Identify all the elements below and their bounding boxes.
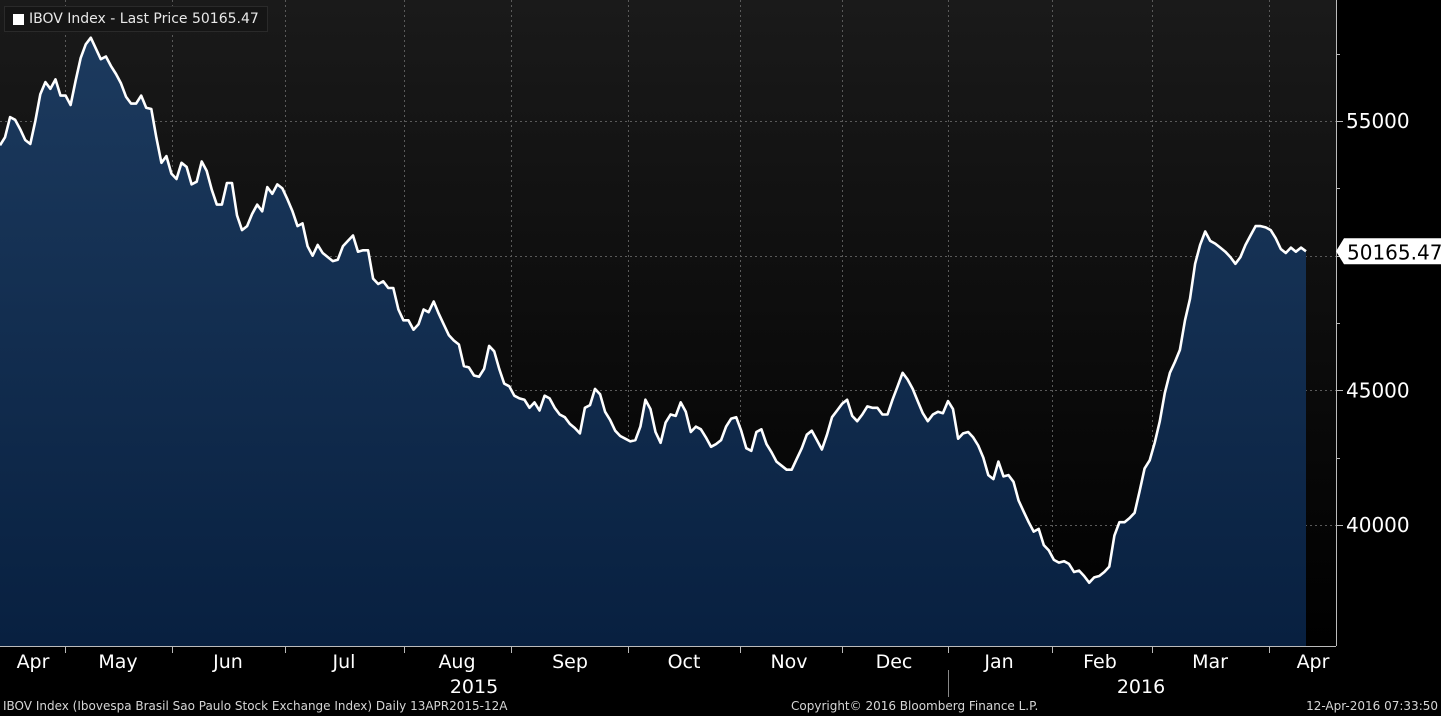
y-tick-label: 40000: [1346, 513, 1410, 537]
footer-copyright: Copyright© 2016 Bloomberg Finance L.P.: [791, 699, 1039, 713]
price-area: [0, 37, 1306, 646]
x-month-label: Mar: [1192, 651, 1228, 673]
last-value-tag: [1336, 238, 1441, 265]
x-month-label: Oct: [668, 651, 701, 673]
x-month-label: Jul: [332, 651, 356, 673]
x-year-label: 2015: [450, 676, 498, 698]
y-tick-label: 55000: [1346, 109, 1410, 133]
last-value-marker: 50165.47: [1336, 238, 1441, 265]
x-month-label: Apr: [17, 651, 50, 673]
footer-description: IBOV Index (Ibovespa Brasil Sao Paulo St…: [3, 699, 508, 713]
last-value-label: 50165.47: [1347, 240, 1441, 264]
x-axis: Apr May Jun Jul Aug Sep Oct Nov Dec Jan Feb Mar Apr 2…: [17, 646, 1330, 698]
x-month-label: Aug: [438, 651, 475, 673]
footer-timestamp: 12-Apr-2016 07:33:50: [1306, 699, 1438, 713]
y-axis: 40000 45000 55000: [1336, 54, 1410, 537]
x-month-label: Jun: [212, 651, 243, 673]
x-month-label: Jan: [983, 651, 1013, 673]
x-year-label: 2016: [1117, 676, 1165, 698]
x-month-label: Feb: [1083, 651, 1117, 673]
legend-swatch: [13, 13, 24, 25]
x-month-label: May: [98, 651, 137, 673]
x-month-label: Apr: [1297, 651, 1330, 673]
legend: IBOV Index - Last Price 50165.47: [4, 6, 268, 32]
x-month-label: Dec: [876, 651, 913, 673]
x-month-label: Nov: [770, 651, 807, 673]
y-tick-label: 45000: [1346, 378, 1410, 402]
price-line: [0, 36, 1307, 585]
x-month-label: Sep: [552, 651, 588, 673]
legend-label: IBOV Index - Last Price 50165.47: [29, 11, 259, 27]
